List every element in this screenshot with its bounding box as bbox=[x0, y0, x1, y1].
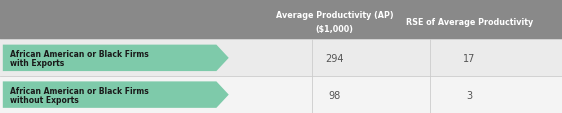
Text: African American or Black Firms: African American or Black Firms bbox=[10, 86, 148, 95]
Text: 294: 294 bbox=[325, 53, 343, 63]
Text: without Exports: without Exports bbox=[10, 95, 78, 104]
Polygon shape bbox=[3, 45, 229, 71]
Text: ($1,000): ($1,000) bbox=[315, 24, 353, 33]
Text: with Exports: with Exports bbox=[10, 58, 64, 67]
Text: 3: 3 bbox=[466, 90, 472, 100]
Text: 17: 17 bbox=[463, 53, 475, 63]
Bar bbox=[0, 77, 562, 113]
Text: African American or Black Firms: African American or Black Firms bbox=[10, 49, 148, 58]
Bar bbox=[0, 0, 562, 40]
Polygon shape bbox=[3, 82, 229, 108]
Text: Average Productivity (AP): Average Productivity (AP) bbox=[275, 11, 393, 20]
Bar bbox=[0, 40, 562, 77]
Text: 98: 98 bbox=[328, 90, 341, 100]
Text: RSE of Average Productivity: RSE of Average Productivity bbox=[406, 18, 533, 27]
